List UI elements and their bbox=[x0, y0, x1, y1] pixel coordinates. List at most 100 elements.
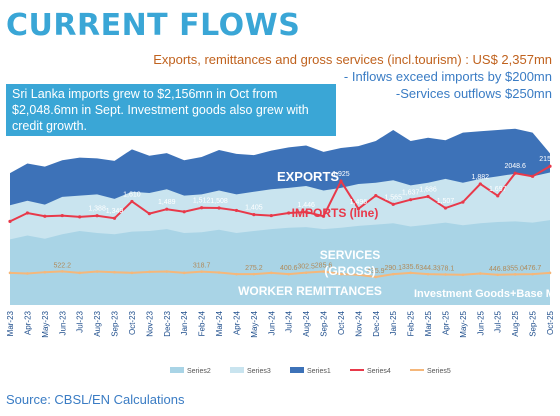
investment-point bbox=[409, 271, 412, 275]
imports-point bbox=[234, 208, 239, 213]
legend-label: Series1 bbox=[307, 368, 331, 375]
x-tick-label: Jan-25 bbox=[389, 310, 398, 335]
data-label: 2156.8 bbox=[539, 156, 560, 163]
imports-point bbox=[78, 215, 82, 219]
page-title: CURRENT FLOWS bbox=[6, 8, 301, 43]
remittances-annotation: WORKER REMITTANCES bbox=[238, 284, 382, 298]
x-tick-label: Jun-24 bbox=[267, 310, 276, 335]
series5-investment-line bbox=[9, 270, 551, 278]
imports-point bbox=[287, 211, 291, 215]
imports-point bbox=[43, 214, 47, 218]
legend-label: Series4 bbox=[367, 368, 391, 375]
data-label: 302.5 bbox=[297, 264, 315, 271]
headline-summary: Exports, remittances and gross services … bbox=[153, 52, 552, 67]
headline-services: -Services outflows $250mn bbox=[395, 86, 552, 101]
imports-point bbox=[356, 207, 360, 211]
investment-point bbox=[496, 273, 500, 277]
imports-point bbox=[182, 210, 186, 214]
data-label: 378.1 bbox=[437, 265, 455, 272]
x-tick-label: Apr-23 bbox=[23, 310, 32, 335]
data-label: 1,697 bbox=[489, 186, 507, 193]
x-tick-label: Nov-24 bbox=[354, 310, 363, 336]
investment-point bbox=[182, 271, 186, 275]
x-tick-label: Oct-25 bbox=[546, 310, 555, 335]
investment-point bbox=[269, 271, 273, 275]
services-annotation: SERVICES bbox=[320, 248, 380, 262]
imports-point bbox=[321, 214, 326, 218]
imports-point bbox=[112, 216, 117, 220]
investment-point bbox=[531, 272, 534, 276]
data-label: 1,496 bbox=[350, 199, 368, 206]
imports-point bbox=[391, 202, 395, 206]
imports-point bbox=[409, 198, 413, 202]
services-gross-annotation: (GROSS) bbox=[324, 264, 375, 278]
x-tick-label: May-23 bbox=[41, 310, 50, 337]
imports-point bbox=[339, 179, 343, 183]
imports-point bbox=[478, 182, 482, 186]
imports-point bbox=[25, 211, 30, 215]
x-tick-label: Jan-24 bbox=[180, 310, 189, 335]
data-label: 1,610 bbox=[123, 191, 141, 198]
data-label: 1,349 bbox=[106, 208, 124, 215]
investment-point bbox=[322, 270, 325, 273]
x-tick-label: Sep-25 bbox=[529, 310, 538, 336]
data-label: 400.6 bbox=[280, 265, 298, 272]
headline-inflows: - Inflows exceed imports by $200mn bbox=[343, 69, 552, 84]
imports-point bbox=[374, 194, 378, 198]
imports-point bbox=[95, 214, 99, 218]
x-tick-label: Jul-23 bbox=[76, 310, 85, 332]
source-note: Source: CBSL/EN Calculations bbox=[6, 392, 185, 407]
data-label: 355.0 bbox=[506, 265, 524, 272]
data-label: 476.7 bbox=[524, 265, 542, 272]
data-label: 318.7 bbox=[193, 263, 211, 270]
data-label: 522.2 bbox=[53, 262, 71, 269]
x-tick-label: Feb-24 bbox=[198, 310, 207, 336]
imports-point bbox=[269, 213, 273, 218]
x-tick-label: Sep-23 bbox=[111, 310, 120, 336]
investment-point bbox=[43, 270, 47, 274]
data-label: 1,925 bbox=[332, 171, 350, 178]
legend-swatch bbox=[170, 367, 184, 373]
imports-point bbox=[426, 194, 430, 199]
imports-point bbox=[252, 213, 256, 217]
imports-annotation: IMPORTS (line) bbox=[292, 206, 379, 220]
x-tick-label: Jun-23 bbox=[58, 310, 67, 335]
data-label: 335.6 bbox=[402, 264, 420, 271]
data-label: 1,686 bbox=[419, 187, 437, 194]
imports-point bbox=[165, 207, 169, 211]
legend-swatch bbox=[230, 367, 244, 373]
data-label: 446.8 bbox=[489, 266, 507, 273]
data-label: 1,565 bbox=[384, 194, 402, 201]
x-tick-label: Oct-23 bbox=[128, 310, 137, 335]
investment-point bbox=[148, 270, 151, 274]
investment-point bbox=[444, 273, 447, 276]
x-tick-label: Apr-24 bbox=[232, 310, 241, 335]
x-tick-label: Sep-24 bbox=[320, 310, 329, 336]
x-tick-label: Mar-23 bbox=[6, 310, 15, 336]
data-label: 1,405 bbox=[245, 205, 263, 212]
x-tick-label: May-25 bbox=[459, 310, 468, 337]
x-tick-label: Jul-25 bbox=[494, 310, 503, 332]
data-label: 285.6 bbox=[315, 263, 333, 270]
data-label: 344.3 bbox=[419, 265, 437, 272]
investment-point bbox=[165, 270, 169, 273]
data-label: 1,507 bbox=[437, 198, 455, 205]
x-tick-label: Nov-23 bbox=[145, 310, 154, 336]
exports-annotation: EXPORTS bbox=[277, 169, 339, 184]
legend-label: Series2 bbox=[187, 368, 211, 375]
imports-note: Sri Lanka imports grew to $2,156mn in Oc… bbox=[6, 84, 336, 136]
investment-point bbox=[426, 272, 430, 276]
investment-point bbox=[8, 271, 12, 275]
data-label: 1,882 bbox=[472, 174, 490, 181]
data-label: 1,508 bbox=[210, 198, 228, 205]
imports-point bbox=[443, 206, 448, 210]
legend-swatch bbox=[290, 367, 304, 373]
x-tick-label: Dec-23 bbox=[163, 310, 172, 336]
investment-point bbox=[217, 271, 221, 274]
x-tick-label: Jun-25 bbox=[476, 310, 485, 335]
x-tick-label: Mar-24 bbox=[215, 310, 224, 336]
investment-point bbox=[339, 272, 343, 276]
investment-point bbox=[357, 273, 360, 277]
imports-point bbox=[461, 200, 465, 204]
